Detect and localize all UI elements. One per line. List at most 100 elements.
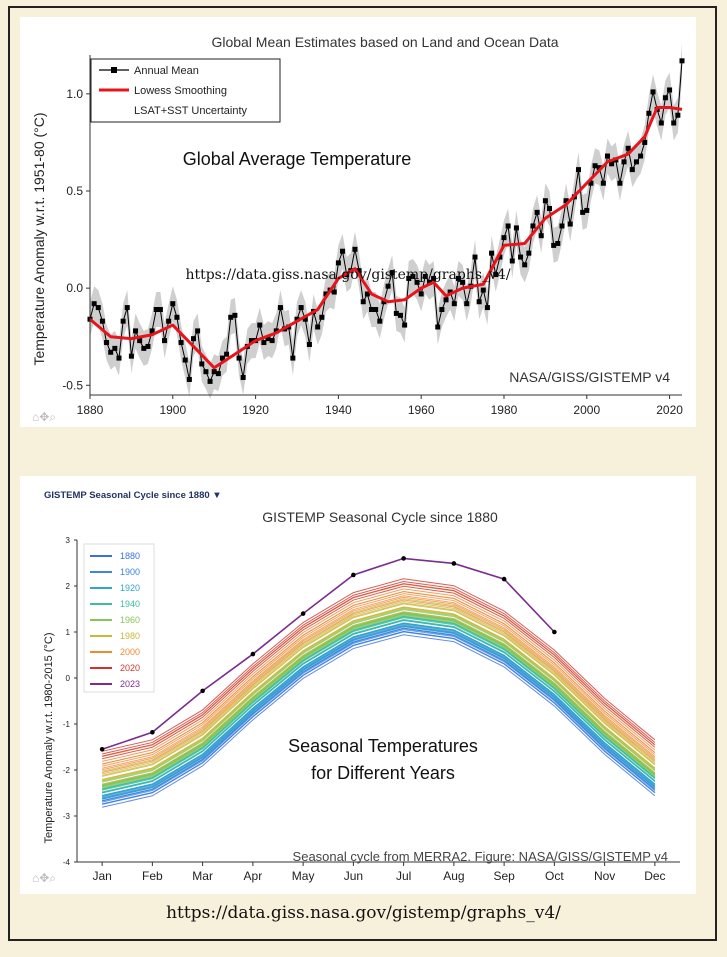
annual-mean-point: [642, 139, 648, 145]
annual-mean-point: [679, 58, 685, 64]
legend-label-1960[interactable]: 1960: [120, 615, 140, 625]
annual-mean-point: [298, 305, 304, 311]
seasonal-cycle-line: [102, 578, 656, 752]
legend-label-1880[interactable]: 1880: [120, 551, 140, 561]
annual-mean-point: [505, 223, 511, 229]
legend-label-1980[interactable]: 1980: [120, 631, 140, 641]
annual-mean-point: [108, 349, 114, 355]
legend-label-2023[interactable]: 2023: [120, 679, 140, 689]
annual-mean-point: [559, 223, 565, 229]
y-tick-label: 0.5: [66, 184, 83, 198]
series-2023-point: [552, 629, 557, 635]
annual-mean-point: [547, 205, 553, 211]
annual-mean-point: [116, 355, 122, 361]
annual-mean-point: [542, 198, 548, 204]
annual-mean-point: [232, 312, 238, 318]
annual-mean-point: [137, 338, 143, 344]
annual-mean-point: [476, 299, 482, 305]
seasonal-cycle-line: [102, 626, 656, 800]
x-tick-label: Dec: [644, 869, 665, 883]
series-2023-point: [250, 651, 256, 657]
annual-mean-point: [261, 340, 267, 346]
series-2023-point: [300, 611, 306, 616]
legend-label-1920[interactable]: 1920: [120, 583, 140, 593]
legend-label-2000[interactable]: 2000: [120, 647, 140, 657]
annual-mean-point: [667, 87, 673, 93]
x-tick-label: 1880: [77, 403, 104, 417]
annual-mean-point: [576, 167, 582, 173]
chart-selector-header[interactable]: GISTEMP Seasonal Cycle since 1880 ▼: [44, 490, 222, 501]
annual-mean-point: [157, 307, 163, 313]
x-tick-label: Oct: [545, 869, 564, 883]
x-tick-label: 1980: [491, 403, 518, 417]
annual-mean-point: [377, 318, 383, 324]
annual-mean-point: [518, 254, 524, 260]
seasonal-cycle-line: [102, 611, 656, 785]
x-tick-label: 2000: [573, 403, 600, 417]
annual-mean-point: [104, 340, 110, 346]
seasonal-cycle-line: [102, 617, 656, 791]
annual-mean-point: [646, 110, 652, 116]
annual-mean-point: [551, 242, 557, 248]
annual-mean-point: [621, 159, 627, 165]
x-tick-label: Jan: [92, 869, 111, 883]
legend-annual-label: Annual Mean: [134, 65, 199, 77]
annual-mean-point: [509, 258, 515, 264]
chart-tools[interactable]: ⌂✥⌕: [32, 410, 56, 424]
seasonal-cycle-line: [102, 631, 656, 805]
x-tick-label: 1960: [408, 403, 435, 417]
annual-mean-point: [385, 283, 391, 289]
annual-mean-point: [638, 153, 644, 159]
home-icon[interactable]: ⌂✥⌕: [32, 410, 56, 424]
annual-mean-point: [236, 355, 242, 361]
annual-mean-point: [493, 272, 499, 278]
annual-mean-point: [522, 262, 528, 268]
seasonal-cycle-line: [102, 600, 656, 775]
seasonal-cycle-line: [102, 602, 656, 776]
y-axis-label: Temperature Anomaly w.r.t. 1951-80 (°C): [31, 112, 47, 365]
seasonal-cycle-line: [102, 608, 656, 782]
legend-label-1940[interactable]: 1940: [120, 599, 140, 609]
annual-mean-point: [323, 291, 329, 297]
annual-mean-point: [464, 301, 470, 307]
annual-mean-point: [563, 198, 569, 204]
annual-mean-point: [203, 369, 209, 375]
legend-label-1900[interactable]: 1900: [120, 567, 140, 577]
annual-mean-point: [629, 167, 635, 173]
chart-title: Global Mean Estimates based on Land and …: [211, 34, 558, 50]
series-2023-line: [101, 557, 555, 751]
annual-mean-point: [166, 318, 172, 324]
annual-mean-point: [451, 301, 457, 307]
annual-mean-point: [526, 250, 532, 256]
annual-mean-point: [397, 312, 403, 318]
y-tick-label: 2: [66, 582, 71, 591]
chart-tools-icon[interactable]: ⌂✥⌕: [32, 871, 56, 885]
annual-mean-point: [389, 270, 395, 276]
annual-mean-point: [190, 336, 196, 342]
annual-mean-point: [431, 275, 437, 281]
y-tick-label: 1.0: [66, 87, 83, 101]
chart-legend: Annual Mean Lowess Smoothing LSAT+SST Un…: [90, 58, 281, 123]
annual-mean-point: [671, 120, 677, 126]
series-2023-point: [451, 561, 457, 566]
annual-mean-point: [149, 328, 155, 334]
annual-mean-point: [162, 338, 168, 344]
annual-mean-point: [406, 275, 412, 281]
annual-mean-point: [381, 299, 387, 305]
seasonal-cycle-line: [102, 596, 656, 771]
x-tick-label: Jul: [396, 869, 411, 883]
annual-mean-point: [675, 112, 681, 118]
series-2023-point: [401, 556, 406, 561]
global-mean-chart: Global Mean Estimates based on Land and …: [31, 34, 685, 424]
annual-mean-point: [418, 291, 424, 297]
seasonal-cycle-line: [102, 585, 656, 760]
y-tick-label: -0.5: [62, 378, 83, 392]
annual-mean-point: [460, 279, 466, 285]
seasonal-cycle-line: [102, 616, 656, 790]
annual-mean-point: [124, 305, 130, 311]
annual-mean-point: [195, 328, 201, 334]
legend-label-2020[interactable]: 2020: [120, 663, 140, 673]
annual-mean-point: [240, 375, 246, 381]
annual-mean-point: [662, 95, 668, 101]
annual-mean-point: [580, 209, 586, 215]
